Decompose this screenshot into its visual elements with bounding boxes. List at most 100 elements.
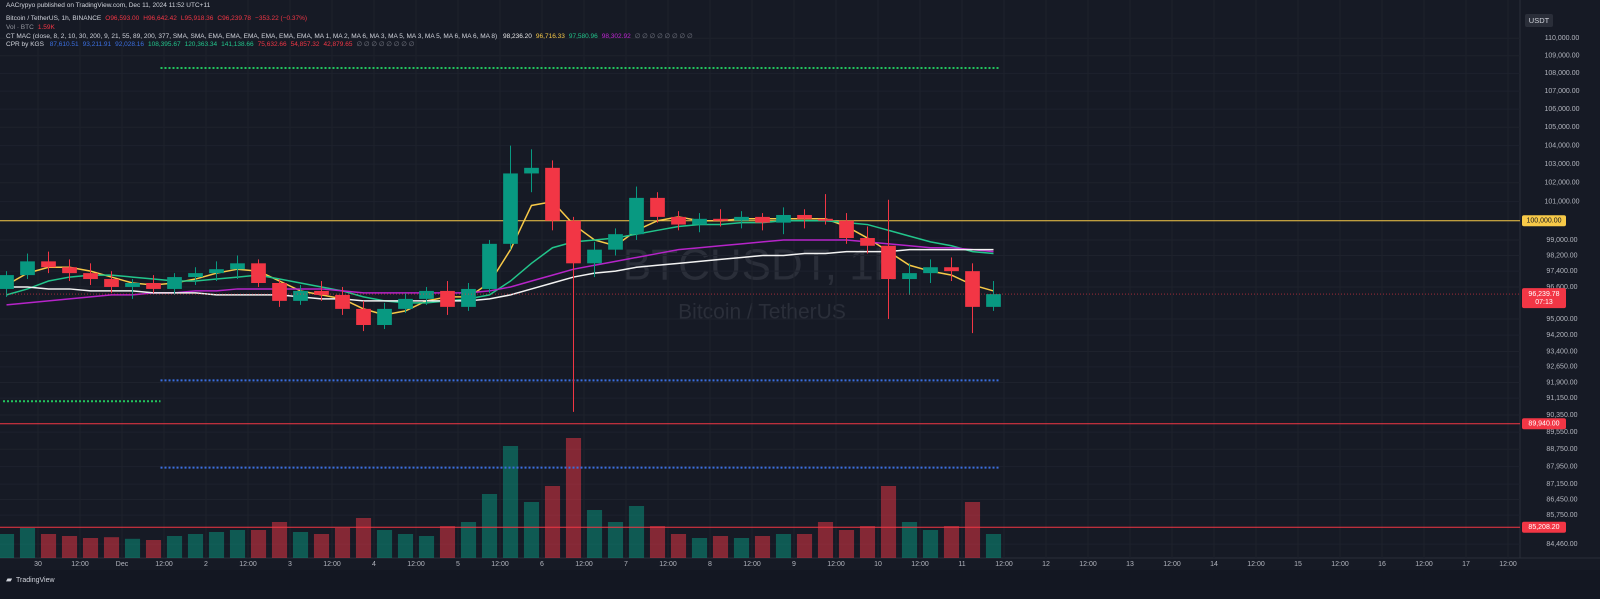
x-tick-label: Dec bbox=[116, 561, 129, 568]
brand: TradingView bbox=[16, 577, 55, 584]
last-price-tag bbox=[1522, 288, 1566, 309]
candle-body bbox=[188, 273, 203, 278]
x-tick-label: 30 bbox=[34, 561, 42, 568]
legend-ohlc-value: O96,593.00 bbox=[105, 15, 140, 22]
candle-body bbox=[272, 282, 287, 301]
y-tick-label: 93,400.00 bbox=[1546, 348, 1577, 355]
volume-bar bbox=[397, 534, 414, 558]
legend-ohlc-value: C96,239.78 bbox=[217, 15, 252, 22]
x-tick-label: 2 bbox=[204, 561, 208, 568]
x-tick-label: 12:00 bbox=[1331, 561, 1349, 568]
candle-body bbox=[461, 288, 476, 307]
candle-body bbox=[62, 267, 77, 274]
volume-bar bbox=[439, 526, 456, 558]
legend-cpr-value: 120,363.34 bbox=[184, 41, 218, 48]
candle-body bbox=[503, 173, 518, 244]
y-tick-label: 101,000.00 bbox=[1544, 199, 1579, 206]
x-tick-label: 12:00 bbox=[407, 561, 425, 568]
volume-bar bbox=[124, 538, 141, 558]
legend-cpr-value: 54,857.32 bbox=[290, 41, 320, 48]
x-tick-label: 12:00 bbox=[995, 561, 1013, 568]
x-tick-label: 16 bbox=[1378, 561, 1386, 568]
y-tick-label: 95,000.00 bbox=[1546, 316, 1577, 323]
x-tick-label: 5 bbox=[456, 561, 460, 568]
volume-bar bbox=[565, 438, 582, 558]
legend-cpr-value: 42,879.65 bbox=[323, 41, 353, 48]
volume-bar bbox=[817, 522, 834, 558]
legend-ohlc-value: −353.22 (−0.37%) bbox=[255, 15, 308, 22]
candle-body bbox=[440, 290, 455, 307]
level-label: 85,208.20 bbox=[1528, 524, 1559, 531]
x-tick-label: 6 bbox=[540, 561, 544, 568]
legend-ohlc-value: L95,918.36 bbox=[180, 15, 214, 22]
x-tick-label: 4 bbox=[372, 561, 376, 568]
legend-cpr-line: CPR by KGS 87,610.51 93,211.91 92,028.16 10… bbox=[6, 40, 418, 48]
candle-body bbox=[41, 261, 56, 268]
legend-cpr-value: 92,028.16 bbox=[115, 41, 145, 48]
volume-bar bbox=[796, 534, 813, 558]
volume-bar bbox=[145, 540, 162, 558]
volume-bar bbox=[502, 446, 519, 558]
volume-bar bbox=[40, 534, 57, 558]
y-tick-label: 87,950.00 bbox=[1546, 463, 1577, 470]
volume-bar bbox=[208, 532, 225, 558]
x-tick-label: 12:00 bbox=[239, 561, 257, 568]
volume-bar bbox=[19, 528, 36, 558]
candle-body bbox=[902, 273, 917, 280]
candle-body bbox=[104, 279, 119, 287]
y-tick-label: 107,000.00 bbox=[1544, 88, 1579, 95]
volume-bar bbox=[775, 534, 792, 558]
volume-bar bbox=[964, 502, 981, 558]
x-tick-label: 15 bbox=[1294, 561, 1302, 568]
candle-body bbox=[776, 214, 791, 223]
level-tag bbox=[1522, 215, 1566, 227]
legend-mac-empty: ∅ ∅ ∅ ∅ ∅ ∅ ∅ ∅ bbox=[634, 33, 693, 40]
x-tick-label: 12:00 bbox=[1499, 561, 1517, 568]
candle-body bbox=[377, 308, 392, 325]
volume-bar bbox=[292, 532, 309, 558]
x-tick-label: 12:00 bbox=[1163, 561, 1181, 568]
currency-box[interactable] bbox=[1525, 14, 1553, 27]
legend-symbol: Bitcoin / TetherUS, 1h, BINANCE bbox=[6, 15, 102, 22]
y-tick-label: 84,460.00 bbox=[1546, 541, 1577, 548]
volume-bar bbox=[0, 534, 15, 558]
y-tick-label: 87,150.00 bbox=[1546, 481, 1577, 488]
volume-bar bbox=[82, 538, 99, 558]
volume-bar bbox=[103, 537, 120, 558]
candle-body bbox=[797, 214, 812, 219]
volume-bar bbox=[691, 538, 708, 558]
brand-logo: ▰ bbox=[6, 575, 13, 584]
candle-body bbox=[713, 218, 728, 221]
candle-body bbox=[587, 249, 602, 264]
legend-mac-label: CT MAC (close, 8, 2, 10, 30, 200, 9, 21,… bbox=[6, 33, 498, 40]
candle-body bbox=[818, 218, 833, 221]
currency[interactable]: USDT bbox=[1529, 16, 1550, 25]
x-tick-label: 12:00 bbox=[491, 561, 509, 568]
watermark-name: Bitcoin / TetherUS bbox=[678, 301, 846, 324]
volume-bar bbox=[271, 522, 288, 558]
footer bbox=[0, 570, 1600, 599]
volume-bar bbox=[187, 534, 204, 558]
axes: 110,000.00 109,000.00 108,000.00 107,000.00… bbox=[34, 35, 1580, 568]
legend-symbol-line: Bitcoin / TetherUS, 1h, BINANCE O96,593.0… bbox=[6, 15, 315, 22]
legend-cpr-value: 108,395.67 bbox=[148, 41, 181, 48]
candle-body bbox=[125, 282, 140, 287]
x-tick-label: 12:00 bbox=[1079, 561, 1097, 568]
y-tick-label: 108,000.00 bbox=[1544, 70, 1579, 77]
candle-body bbox=[230, 263, 245, 270]
y-tick-label: 88,750.00 bbox=[1546, 446, 1577, 453]
candle-body bbox=[314, 290, 329, 295]
y-tick-label: 104,000.00 bbox=[1544, 142, 1579, 149]
candle-body bbox=[146, 282, 161, 289]
x-tick-label: 12:00 bbox=[743, 561, 761, 568]
volume-bar bbox=[880, 486, 897, 558]
volume-bar bbox=[250, 530, 267, 558]
candle-body bbox=[734, 216, 749, 221]
y-tick-label: 94,200.00 bbox=[1546, 332, 1577, 339]
candle-body bbox=[482, 243, 497, 289]
x-tick-label: 7 bbox=[624, 561, 628, 568]
y-tick-label: 98,200.00 bbox=[1546, 252, 1577, 259]
